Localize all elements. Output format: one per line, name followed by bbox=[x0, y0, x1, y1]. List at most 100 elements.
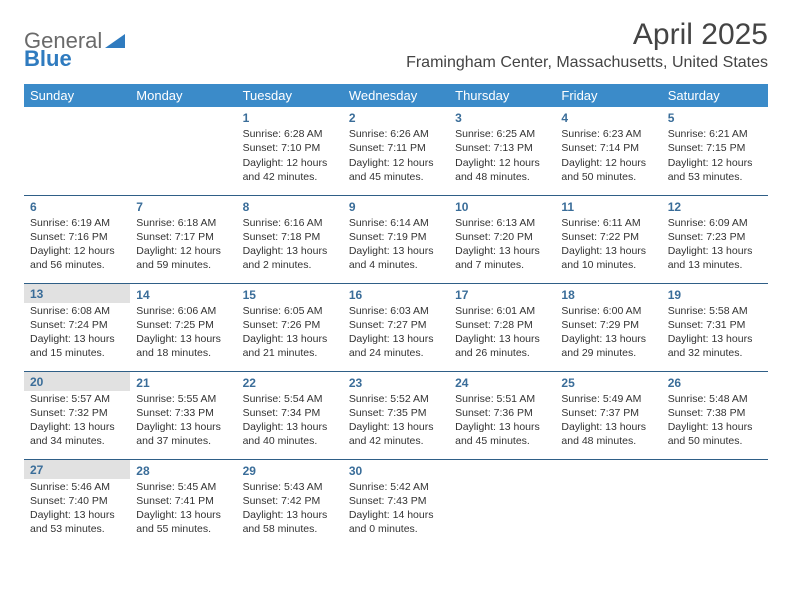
day-number: 8 bbox=[243, 199, 337, 215]
sunset-text: Sunset: 7:24 PM bbox=[30, 318, 124, 332]
sunrise-text: Sunrise: 6:16 AM bbox=[243, 216, 337, 230]
daylight-text: Daylight: 13 hours and 4 minutes. bbox=[349, 244, 443, 272]
location: Framingham Center, Massachusetts, United… bbox=[406, 54, 768, 72]
calendar-row: 13Sunrise: 6:08 AMSunset: 7:24 PMDayligh… bbox=[24, 283, 768, 371]
day-number: 24 bbox=[455, 375, 549, 391]
day-number: 25 bbox=[561, 375, 655, 391]
calendar-cell: 21Sunrise: 5:55 AMSunset: 7:33 PMDayligh… bbox=[130, 371, 236, 459]
sunrise-text: Sunrise: 5:46 AM bbox=[30, 480, 124, 494]
calendar-cell: 11Sunrise: 6:11 AMSunset: 7:22 PMDayligh… bbox=[555, 195, 661, 283]
day-number: 9 bbox=[349, 199, 443, 215]
daylight-text: Daylight: 13 hours and 15 minutes. bbox=[30, 332, 124, 360]
daylight-text: Daylight: 13 hours and 10 minutes. bbox=[561, 244, 655, 272]
day-number: 16 bbox=[349, 287, 443, 303]
sunrise-text: Sunrise: 5:58 AM bbox=[668, 304, 762, 318]
day-number: 18 bbox=[561, 287, 655, 303]
calendar-cell: 5Sunrise: 6:21 AMSunset: 7:15 PMDaylight… bbox=[662, 107, 768, 195]
sunrise-text: Sunrise: 6:13 AM bbox=[455, 216, 549, 230]
sunrise-text: Sunrise: 5:48 AM bbox=[668, 392, 762, 406]
calendar-cell: 2Sunrise: 6:26 AMSunset: 7:11 PMDaylight… bbox=[343, 107, 449, 195]
sunrise-text: Sunrise: 5:42 AM bbox=[349, 480, 443, 494]
daylight-text: Daylight: 13 hours and 7 minutes. bbox=[455, 244, 549, 272]
calendar-cell: 18Sunrise: 6:00 AMSunset: 7:29 PMDayligh… bbox=[555, 283, 661, 371]
sunset-text: Sunset: 7:19 PM bbox=[349, 230, 443, 244]
day-number: 21 bbox=[136, 375, 230, 391]
sunrise-text: Sunrise: 5:51 AM bbox=[455, 392, 549, 406]
month-title: April 2025 bbox=[406, 18, 768, 52]
sunset-text: Sunset: 7:29 PM bbox=[561, 318, 655, 332]
sunrise-text: Sunrise: 6:14 AM bbox=[349, 216, 443, 230]
sunset-text: Sunset: 7:34 PM bbox=[243, 406, 337, 420]
calendar-cell: 10Sunrise: 6:13 AMSunset: 7:20 PMDayligh… bbox=[449, 195, 555, 283]
day-number: 3 bbox=[455, 110, 549, 126]
calendar-body: 1Sunrise: 6:28 AMSunset: 7:10 PMDaylight… bbox=[24, 107, 768, 547]
logo-text-2: Blue bbox=[24, 46, 72, 72]
calendar-cell bbox=[449, 459, 555, 547]
calendar-cell bbox=[555, 459, 661, 547]
daylight-text: Daylight: 13 hours and 32 minutes. bbox=[668, 332, 762, 360]
day-number: 10 bbox=[455, 199, 549, 215]
calendar-cell: 22Sunrise: 5:54 AMSunset: 7:34 PMDayligh… bbox=[237, 371, 343, 459]
sunrise-text: Sunrise: 6:01 AM bbox=[455, 304, 549, 318]
sunset-text: Sunset: 7:20 PM bbox=[455, 230, 549, 244]
weekday-header: Sunday bbox=[24, 84, 130, 107]
sunset-text: Sunset: 7:38 PM bbox=[668, 406, 762, 420]
calendar-cell: 14Sunrise: 6:06 AMSunset: 7:25 PMDayligh… bbox=[130, 283, 236, 371]
daylight-text: Daylight: 13 hours and 24 minutes. bbox=[349, 332, 443, 360]
sunset-text: Sunset: 7:43 PM bbox=[349, 494, 443, 508]
daylight-text: Daylight: 13 hours and 53 minutes. bbox=[30, 508, 124, 536]
sunset-text: Sunset: 7:18 PM bbox=[243, 230, 337, 244]
daylight-text: Daylight: 13 hours and 2 minutes. bbox=[243, 244, 337, 272]
daylight-text: Daylight: 13 hours and 18 minutes. bbox=[136, 332, 230, 360]
day-number: 11 bbox=[561, 199, 655, 215]
daylight-text: Daylight: 13 hours and 26 minutes. bbox=[455, 332, 549, 360]
daylight-text: Daylight: 12 hours and 45 minutes. bbox=[349, 156, 443, 184]
sunrise-text: Sunrise: 6:11 AM bbox=[561, 216, 655, 230]
logo-triangle-icon bbox=[105, 32, 125, 50]
calendar-cell bbox=[662, 459, 768, 547]
calendar-cell: 4Sunrise: 6:23 AMSunset: 7:14 PMDaylight… bbox=[555, 107, 661, 195]
daylight-text: Daylight: 13 hours and 13 minutes. bbox=[668, 244, 762, 272]
sunrise-text: Sunrise: 6:23 AM bbox=[561, 127, 655, 141]
sunrise-text: Sunrise: 5:54 AM bbox=[243, 392, 337, 406]
day-number: 1 bbox=[243, 110, 337, 126]
sunset-text: Sunset: 7:31 PM bbox=[668, 318, 762, 332]
daylight-text: Daylight: 12 hours and 56 minutes. bbox=[30, 244, 124, 272]
daylight-text: Daylight: 13 hours and 40 minutes. bbox=[243, 420, 337, 448]
daylight-text: Daylight: 13 hours and 45 minutes. bbox=[455, 420, 549, 448]
sunset-text: Sunset: 7:16 PM bbox=[30, 230, 124, 244]
sunset-text: Sunset: 7:15 PM bbox=[668, 141, 762, 155]
day-number: 12 bbox=[668, 199, 762, 215]
sunset-text: Sunset: 7:37 PM bbox=[561, 406, 655, 420]
day-number: 15 bbox=[243, 287, 337, 303]
sunset-text: Sunset: 7:40 PM bbox=[30, 494, 124, 508]
calendar-cell: 8Sunrise: 6:16 AMSunset: 7:18 PMDaylight… bbox=[237, 195, 343, 283]
page: General April 2025 Framingham Center, Ma… bbox=[0, 0, 792, 547]
daylight-text: Daylight: 13 hours and 50 minutes. bbox=[668, 420, 762, 448]
day-number: 5 bbox=[668, 110, 762, 126]
calendar-cell: 28Sunrise: 5:45 AMSunset: 7:41 PMDayligh… bbox=[130, 459, 236, 547]
day-number: 22 bbox=[243, 375, 337, 391]
daylight-text: Daylight: 13 hours and 29 minutes. bbox=[561, 332, 655, 360]
daylight-text: Daylight: 14 hours and 0 minutes. bbox=[349, 508, 443, 536]
sunrise-text: Sunrise: 6:03 AM bbox=[349, 304, 443, 318]
weekday-header: Wednesday bbox=[343, 84, 449, 107]
sunset-text: Sunset: 7:25 PM bbox=[136, 318, 230, 332]
sunrise-text: Sunrise: 6:08 AM bbox=[30, 304, 124, 318]
day-number: 4 bbox=[561, 110, 655, 126]
sunrise-text: Sunrise: 5:43 AM bbox=[243, 480, 337, 494]
sunset-text: Sunset: 7:17 PM bbox=[136, 230, 230, 244]
sunrise-text: Sunrise: 6:26 AM bbox=[349, 127, 443, 141]
weekday-header: Monday bbox=[130, 84, 236, 107]
sunrise-text: Sunrise: 5:49 AM bbox=[561, 392, 655, 406]
daylight-text: Daylight: 12 hours and 48 minutes. bbox=[455, 156, 549, 184]
day-number: 30 bbox=[349, 463, 443, 479]
day-number: 17 bbox=[455, 287, 549, 303]
title-block: April 2025 Framingham Center, Massachuse… bbox=[406, 18, 768, 80]
day-number: 23 bbox=[349, 375, 443, 391]
sunrise-text: Sunrise: 5:57 AM bbox=[30, 392, 124, 406]
calendar-cell: 25Sunrise: 5:49 AMSunset: 7:37 PMDayligh… bbox=[555, 371, 661, 459]
day-number: 7 bbox=[136, 199, 230, 215]
calendar-cell bbox=[24, 107, 130, 195]
sunset-text: Sunset: 7:27 PM bbox=[349, 318, 443, 332]
